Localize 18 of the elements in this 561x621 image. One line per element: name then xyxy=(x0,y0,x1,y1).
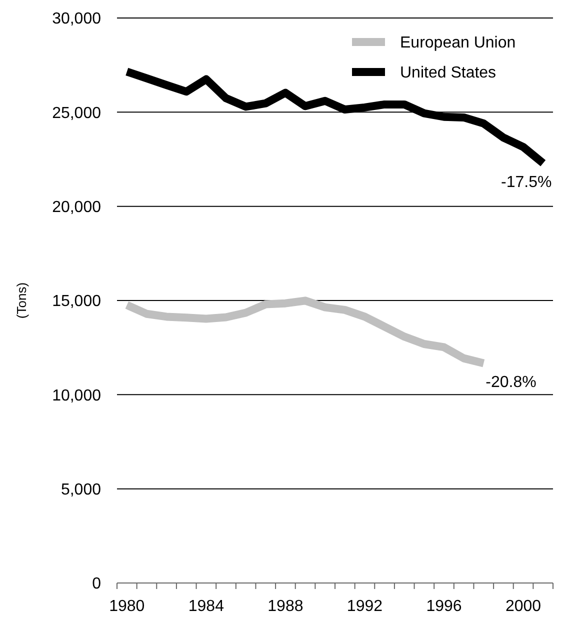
legend-label: United States xyxy=(400,64,496,82)
y-tick-label: 20,000 xyxy=(52,198,102,216)
x-tick-label: 2000 xyxy=(505,598,542,615)
x-tick-label: 1984 xyxy=(188,598,224,615)
x-tick-label: 1980 xyxy=(109,598,145,615)
x-tick-label: 1992 xyxy=(346,598,383,615)
annotation: -17.5% xyxy=(501,174,552,192)
y-tick-label: 30,000 xyxy=(52,10,102,28)
y-tick-label: 10,000 xyxy=(52,387,102,404)
y-tick-label: 0 xyxy=(92,576,102,593)
x-tick-label: 1996 xyxy=(426,598,462,615)
annotation: -20.8% xyxy=(486,374,536,392)
y-tick-label: 25,000 xyxy=(52,104,102,122)
x-tick-label: 1988 xyxy=(268,598,304,615)
y-axis-title: (Tons) xyxy=(14,282,29,319)
y-tick-label: 15,000 xyxy=(52,293,102,310)
y-tick-label: 5,000 xyxy=(60,481,102,498)
legend-label: European Union xyxy=(400,34,516,52)
